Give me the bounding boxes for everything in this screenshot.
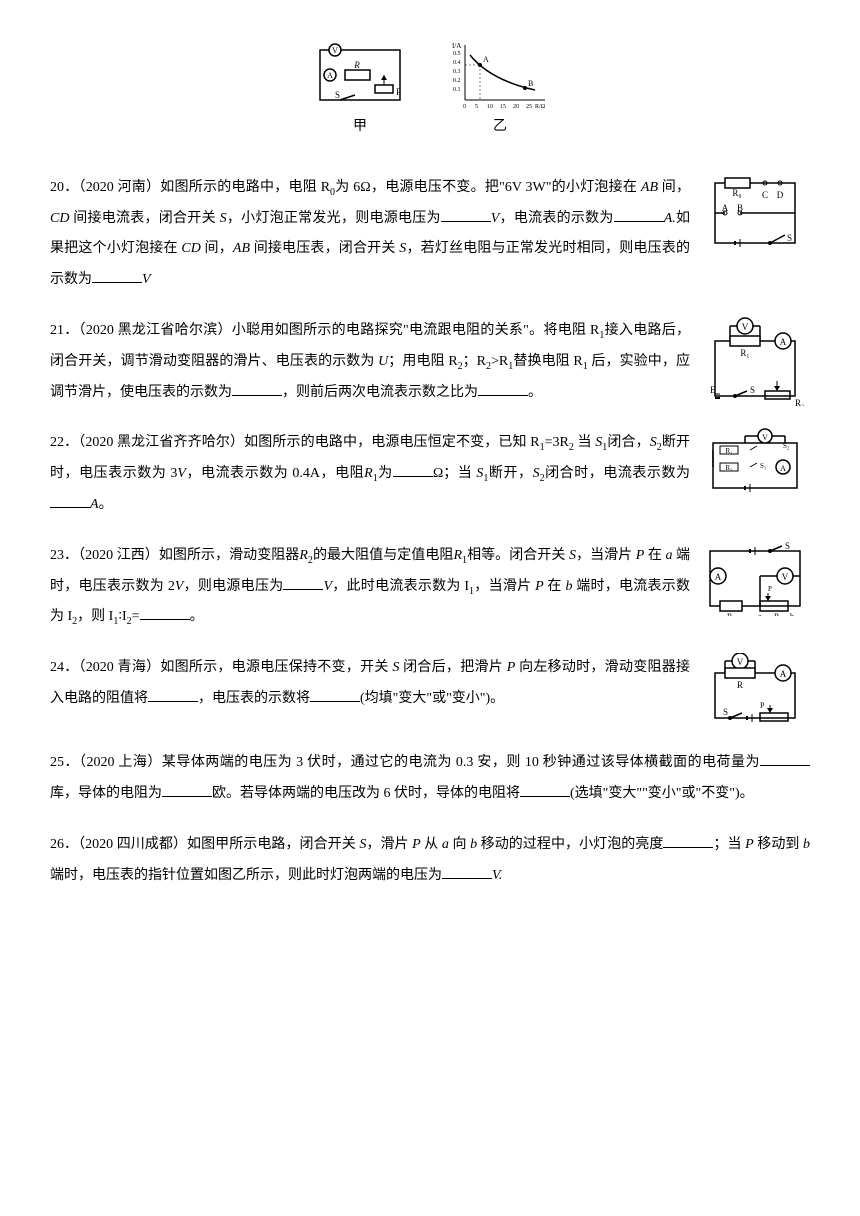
blank-field xyxy=(50,490,90,508)
svg-text:V: V xyxy=(762,433,768,442)
q21-circuit-figure: V R₁ A E S R₂ xyxy=(700,316,810,408)
svg-text:a: a xyxy=(758,612,762,616)
question-24-text: 24．（2020 青海）如图所示，电源电压保持不变，开关 S 闭合后，把滑片 P… xyxy=(50,653,690,728)
q20-circuit-figure: R₀ C D A B S xyxy=(700,173,810,296)
blank-field xyxy=(232,378,282,396)
svg-text:0.4: 0.4 xyxy=(453,60,461,66)
blank-field xyxy=(140,602,190,620)
svg-text:R₁: R₁ xyxy=(740,348,749,358)
svg-text:R₁: R₁ xyxy=(727,612,735,616)
svg-text:R/Ω: R/Ω xyxy=(535,104,546,110)
question-21-text: 21．（2020 黑龙江省哈尔滨）小聪用如图所示的电路探究"电流跟电阻的关系"。… xyxy=(50,316,690,408)
svg-text:S: S xyxy=(785,541,790,551)
svg-text:R₂: R₂ xyxy=(725,464,733,472)
svg-text:R: R xyxy=(737,680,743,690)
svg-text:0.3: 0.3 xyxy=(453,69,461,75)
svg-text:S: S xyxy=(750,385,755,395)
circuit-icon: R₀ C D A B S xyxy=(705,173,805,258)
svg-text:25: 25 xyxy=(526,104,532,110)
blank-field xyxy=(148,684,198,702)
svg-text:S₁: S₁ xyxy=(760,462,766,470)
figure-label-jia: 甲 xyxy=(310,112,410,143)
svg-text:15: 15 xyxy=(500,104,506,110)
blank-field xyxy=(393,459,433,477)
svg-text:0.2: 0.2 xyxy=(453,78,461,84)
q23-circuit-figure: S A V R₁ P a R₂ b xyxy=(700,541,810,633)
svg-text:D: D xyxy=(777,190,784,200)
circuit-icon: V R₁ R₂ S₂ S₁ A xyxy=(705,428,805,498)
svg-text:S: S xyxy=(787,233,792,243)
svg-text:V: V xyxy=(332,46,338,55)
svg-text:R: R xyxy=(353,60,360,70)
blank-field xyxy=(478,378,528,396)
blank-field xyxy=(520,779,570,797)
question-21: 21．（2020 黑龙江省哈尔滨）小聪用如图所示的电路探究"电流跟电阻的关系"。… xyxy=(50,316,810,408)
svg-text:V: V xyxy=(782,572,789,582)
svg-text:R₂: R₂ xyxy=(795,398,804,406)
blank-field xyxy=(663,830,713,848)
circuit-icon: V R A S P xyxy=(705,653,805,728)
circuit-diagram-icon: V A R S P xyxy=(310,40,410,110)
question-23-text: 23．（2020 江西）如图所示，滑动变阻器R2的最大阻值与定值电阻R1相等。闭… xyxy=(50,541,690,633)
svg-text:R₁: R₁ xyxy=(725,447,732,455)
question-25-text: 25．（2020 上海）某导体两端的电压为 3 伏时，通过它的电流为 0.3 安… xyxy=(50,748,810,810)
svg-text:B: B xyxy=(528,79,533,88)
svg-text:R₂: R₂ xyxy=(774,612,782,616)
figure-label-yi: 乙 xyxy=(450,112,550,143)
svg-text:A: A xyxy=(780,337,787,347)
svg-text:P: P xyxy=(396,87,401,97)
question-22-text: 22．（2020 黑龙江省齐齐哈尔）如图所示的电路中，电源电压恒定不变，已知 R… xyxy=(50,428,690,520)
blank-field xyxy=(283,572,323,590)
svg-text:A: A xyxy=(483,55,489,64)
svg-text:A: A xyxy=(780,669,787,679)
svg-text:5: 5 xyxy=(475,104,478,110)
blank-field xyxy=(614,204,664,222)
svg-text:P: P xyxy=(760,701,765,710)
svg-text:R₀: R₀ xyxy=(732,188,741,198)
question-20: 20．（2020 河南）如图所示的电路中，电阻 R0为 6Ω，电源电压不变。把"… xyxy=(50,173,810,296)
circuit-icon: S A V R₁ P a R₂ b xyxy=(700,541,810,616)
blank-field xyxy=(442,861,492,879)
top-figures-row: V A R S P 甲 I/A 0.5 0.4 0.3 0.2 0.1 A xyxy=(50,40,810,143)
question-26: 26．（2020 四川成都）如图甲所示电路，闭合开关 S，滑片 P 从 a 向 … xyxy=(50,830,810,892)
blank-field xyxy=(441,204,491,222)
blank-field xyxy=(162,779,212,797)
svg-text:A: A xyxy=(715,572,722,582)
blank-field xyxy=(760,748,810,766)
svg-text:E: E xyxy=(710,385,716,395)
svg-text:I/A: I/A xyxy=(452,42,461,50)
question-26-text: 26．（2020 四川成都）如图甲所示电路，闭合开关 S，滑片 P 从 a 向 … xyxy=(50,830,810,892)
q24-circuit-figure: V R A S P xyxy=(700,653,810,728)
question-22: 22．（2020 黑龙江省齐齐哈尔）如图所示的电路中，电源电压恒定不变，已知 R… xyxy=(50,428,810,520)
question-20-text: 20．（2020 河南）如图所示的电路中，电阻 R0为 6Ω，电源电压不变。把"… xyxy=(50,173,690,296)
svg-text:A: A xyxy=(722,203,729,213)
question-23: 23．（2020 江西）如图所示，滑动变阻器R2的最大阻值与定值电阻R1相等。闭… xyxy=(50,541,810,633)
svg-text:b: b xyxy=(790,612,794,616)
graph-icon: I/A 0.5 0.4 0.3 0.2 0.1 A B 0 5 10 15 20… xyxy=(450,40,550,110)
svg-text:B: B xyxy=(737,203,743,213)
svg-text:P: P xyxy=(768,585,772,593)
circuit-icon: V R₁ A E S R₂ xyxy=(705,316,805,406)
blank-field xyxy=(310,684,360,702)
graph-figure-yi: I/A 0.5 0.4 0.3 0.2 0.1 A B 0 5 10 15 20… xyxy=(450,40,550,143)
svg-text:A: A xyxy=(327,71,333,80)
q22-circuit-figure: V R₁ R₂ S₂ S₁ A xyxy=(700,428,810,520)
circuit-figure-jia: V A R S P 甲 xyxy=(310,40,410,143)
svg-text:0: 0 xyxy=(463,104,466,110)
question-25: 25．（2020 上海）某导体两端的电压为 3 伏时，通过它的电流为 0.3 安… xyxy=(50,748,810,810)
svg-text:0.5: 0.5 xyxy=(453,51,461,57)
svg-text:S: S xyxy=(335,90,340,100)
blank-field xyxy=(92,265,142,283)
svg-text:10: 10 xyxy=(487,104,493,110)
svg-text:V: V xyxy=(737,657,744,667)
svg-text:20: 20 xyxy=(513,104,519,110)
svg-text:S₂: S₂ xyxy=(783,442,790,450)
question-24: 24．（2020 青海）如图所示，电源电压保持不变，开关 S 闭合后，把滑片 P… xyxy=(50,653,810,728)
svg-text:V: V xyxy=(742,322,749,332)
svg-text:0.1: 0.1 xyxy=(453,87,461,93)
svg-text:A: A xyxy=(780,464,786,473)
svg-text:S: S xyxy=(723,707,728,717)
svg-text:C: C xyxy=(762,190,768,200)
